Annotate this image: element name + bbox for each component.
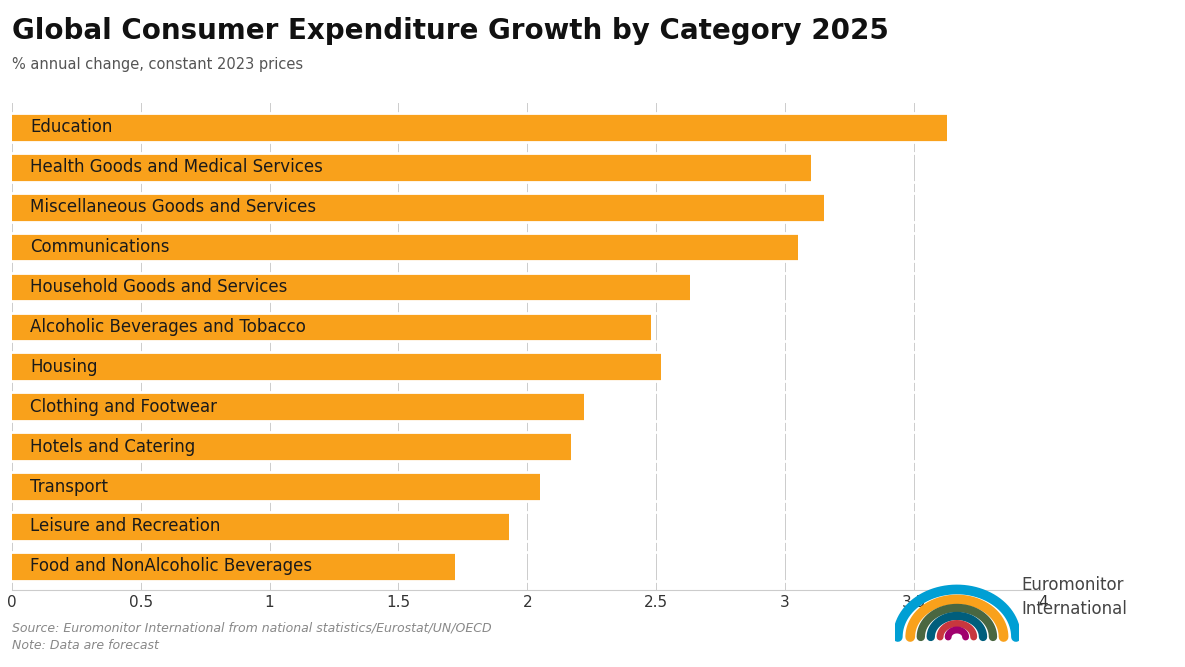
Bar [12, 233, 798, 261]
Bar [12, 552, 455, 581]
Text: % annual change, constant 2023 prices: % annual change, constant 2023 prices [12, 57, 303, 71]
Bar [12, 392, 584, 421]
Bar [12, 313, 651, 342]
Text: Communications: Communications [30, 238, 169, 256]
Text: Transport: Transport [30, 478, 108, 496]
Text: Global Consumer Expenditure Growth by Category 2025: Global Consumer Expenditure Growth by Ca… [12, 17, 889, 45]
Text: Clothing and Footwear: Clothing and Footwear [30, 398, 217, 416]
Text: Health Goods and Medical Services: Health Goods and Medical Services [30, 158, 322, 176]
Text: Leisure and Recreation: Leisure and Recreation [30, 518, 220, 536]
Bar [12, 193, 824, 221]
Text: Euromonitor
International: Euromonitor International [1021, 576, 1127, 618]
Bar [12, 352, 661, 381]
Bar [12, 432, 571, 461]
Bar [12, 113, 948, 141]
Bar [12, 153, 811, 181]
Text: Household Goods and Services: Household Goods and Services [30, 278, 287, 296]
Text: Housing: Housing [30, 358, 97, 376]
Text: Alcoholic Beverages and Tobacco: Alcoholic Beverages and Tobacco [30, 318, 306, 336]
Bar [12, 273, 690, 301]
Text: Education: Education [30, 118, 113, 136]
Bar [12, 472, 540, 501]
Text: Source: Euromonitor International from national statistics/Eurostat/UN/OECD
Note: Source: Euromonitor International from n… [12, 622, 492, 652]
Text: Hotels and Catering: Hotels and Catering [30, 438, 196, 456]
Bar [12, 512, 510, 541]
Text: Food and NonAlcoholic Beverages: Food and NonAlcoholic Beverages [30, 558, 312, 576]
Text: Miscellaneous Goods and Services: Miscellaneous Goods and Services [30, 198, 316, 216]
